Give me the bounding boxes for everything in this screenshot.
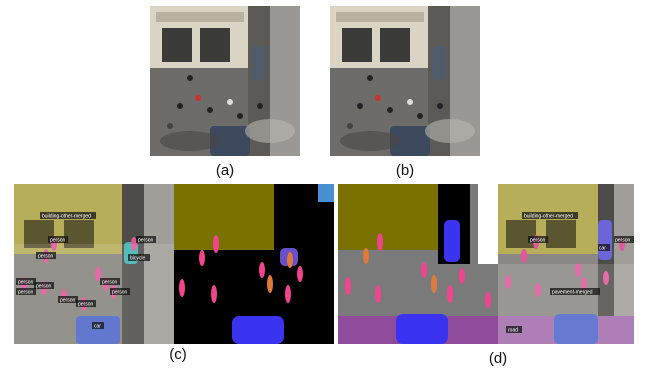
label-person: person — [530, 238, 546, 244]
panel-b-photo — [330, 6, 480, 156]
car-mask — [444, 220, 460, 262]
caption-d: (d) — [488, 350, 508, 367]
label-pavement: pavement-merged — [552, 290, 593, 296]
label-person: person — [36, 284, 52, 290]
car-mask — [396, 314, 448, 344]
label-person: person — [138, 238, 154, 244]
label-person: person — [18, 290, 34, 296]
street-photo-b — [330, 6, 480, 156]
label-person: person — [112, 290, 128, 296]
label-building: building-other-merged — [42, 214, 91, 220]
label-building: building-other-merged — [524, 214, 573, 220]
car-mask — [232, 316, 284, 344]
label-person: person — [60, 298, 76, 304]
building-mask — [338, 184, 438, 250]
building-mask — [174, 184, 274, 250]
label-person: person — [78, 302, 94, 308]
label-car: car — [599, 246, 606, 252]
person-masks — [345, 233, 491, 308]
sky-mask — [318, 184, 334, 202]
panel-d-mask — [338, 184, 498, 344]
label-person: person — [18, 280, 34, 286]
car-overlay — [76, 316, 120, 344]
caption-b: (b) — [395, 162, 415, 179]
label-person: person — [50, 238, 66, 244]
panel-a-photo — [150, 6, 300, 156]
caption-a: (a) — [215, 162, 235, 179]
label-person: person — [38, 254, 54, 260]
panel-c-overlay: building-other-merged person person pers… — [14, 184, 174, 344]
car-overlay — [598, 220, 612, 260]
street-photo-a — [150, 6, 300, 156]
label-person: person — [615, 238, 631, 244]
caption-c: (c) — [169, 346, 187, 363]
label-road: road — [508, 328, 518, 334]
person-masks — [179, 235, 303, 303]
label-bicycle: bicycle — [130, 256, 146, 262]
panel-d-overlay: building-other-merged person person car … — [498, 184, 634, 344]
label-car: car — [94, 324, 101, 330]
label-person: person — [102, 280, 118, 286]
car-overlay — [554, 314, 598, 344]
panel-c-mask — [174, 184, 334, 344]
